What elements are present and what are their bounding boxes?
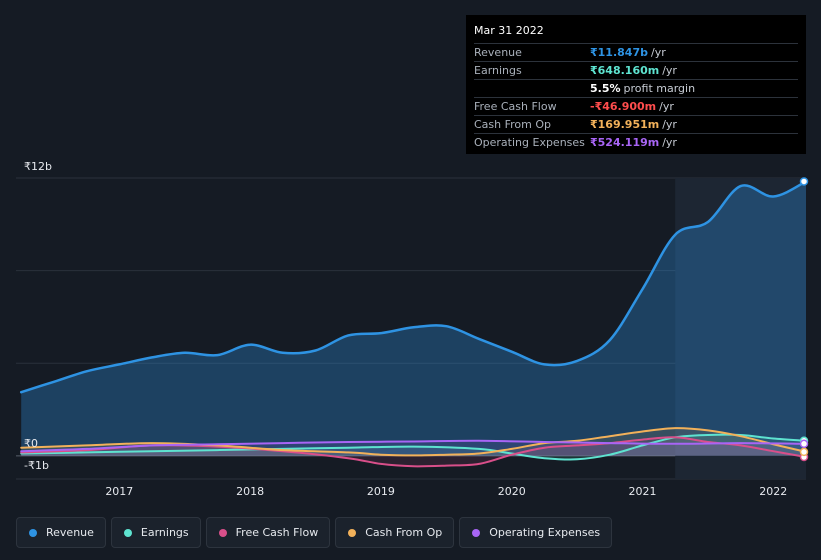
- x-tick-label: 2022: [759, 485, 787, 498]
- tooltip-value: ₹524.119m: [590, 136, 660, 149]
- tooltip-unit: /yr: [662, 118, 677, 131]
- cash-from-op-line: [20, 427, 807, 457]
- tooltip-value: ₹11.847b: [590, 46, 648, 59]
- x-tick-label: 2018: [236, 485, 264, 498]
- tooltip-unit: profit margin: [623, 82, 696, 95]
- tooltip-row: Revenue ₹11.847b/yr: [474, 43, 798, 61]
- legend-dot-icon: [472, 528, 481, 537]
- tooltip-row: Cash From Op ₹169.951m/yr: [474, 115, 798, 133]
- tooltip: Mar 31 2022 Revenue ₹11.847b/yr Earnings ₹6…: [466, 15, 806, 154]
- tooltip-label: Earnings: [474, 64, 522, 77]
- grid-lines: [16, 177, 806, 480]
- cash-from-op-area: [21, 428, 806, 456]
- operating-expenses-end-marker: [799, 439, 809, 449]
- legend-label: Free Cash Flow: [235, 526, 319, 539]
- legend-label: Revenue: [46, 526, 94, 539]
- tooltip-value: ₹648.160m: [590, 64, 660, 77]
- operating-expenses-line: [20, 439, 807, 453]
- legend-dot-icon: [348, 528, 357, 537]
- revenue-area: [21, 181, 806, 456]
- series-lines: [19, 180, 808, 468]
- y-zero-label: ₹0: [24, 437, 38, 450]
- end-markers: [799, 177, 809, 462]
- legend-dot-icon: [218, 528, 227, 537]
- legend-item[interactable]: Revenue: [16, 517, 106, 548]
- tooltip-label: Operating Expenses: [474, 136, 585, 149]
- x-tick-label: 2021: [629, 485, 657, 498]
- tooltip-label: [474, 80, 590, 97]
- tooltip-unit: /yr: [650, 46, 666, 59]
- x-tick-label: 2017: [105, 485, 133, 498]
- tooltip-value: 5.5%: [590, 82, 621, 95]
- x-tick-label: 2020: [498, 485, 526, 498]
- tooltip-label: Free Cash Flow: [474, 100, 557, 113]
- legend-item[interactable]: Cash From Op: [335, 517, 455, 548]
- tooltip-label: Revenue: [474, 46, 522, 59]
- y-bottom-label: -₹1b: [24, 459, 49, 472]
- free-cash-flow-line: [20, 436, 807, 468]
- legend-dot-icon: [29, 528, 37, 537]
- tooltip-unit: /yr: [662, 136, 677, 149]
- legend-item[interactable]: Earnings: [110, 517, 201, 548]
- revenue-end-marker: [799, 177, 809, 186]
- free-cash-flow-area: [21, 437, 806, 467]
- tooltip-date: Mar 31 2022: [474, 24, 544, 37]
- legend-label: Earnings: [140, 526, 189, 539]
- cash-from-op-end-marker: [799, 447, 809, 457]
- tooltip-unit: /yr: [662, 64, 677, 77]
- legend-item[interactable]: Operating Expenses: [459, 517, 613, 548]
- legend-label: Operating Expenses: [489, 526, 601, 539]
- y-top-label: ₹12b: [24, 160, 52, 173]
- tooltip-row: 5.5% profit margin: [474, 79, 798, 97]
- tooltip-value: ₹169.951m: [590, 118, 660, 131]
- tooltip-unit: /yr: [659, 100, 674, 113]
- legend: Revenue Earnings Free Cash Flow Cash From O…: [16, 517, 613, 548]
- tooltip-value: -₹46.900m: [590, 100, 657, 113]
- x-tick-labels: 2017 2018 2019 2020 2021 2022: [105, 485, 787, 498]
- legend-dot-icon: [123, 528, 132, 537]
- x-tick-label: 2019: [367, 485, 395, 498]
- tooltip-label: Cash From Op: [474, 118, 552, 131]
- legend-label: Cash From Op: [365, 526, 443, 539]
- tooltip-row: Earnings ₹648.160m/yr: [474, 61, 798, 79]
- legend-item[interactable]: Free Cash Flow: [205, 517, 331, 548]
- revenue-line: [19, 180, 808, 394]
- tooltip-row: Operating Expenses ₹524.119m/yr: [474, 133, 798, 151]
- tooltip-row: Free Cash Flow -₹46.900m/yr: [474, 97, 798, 115]
